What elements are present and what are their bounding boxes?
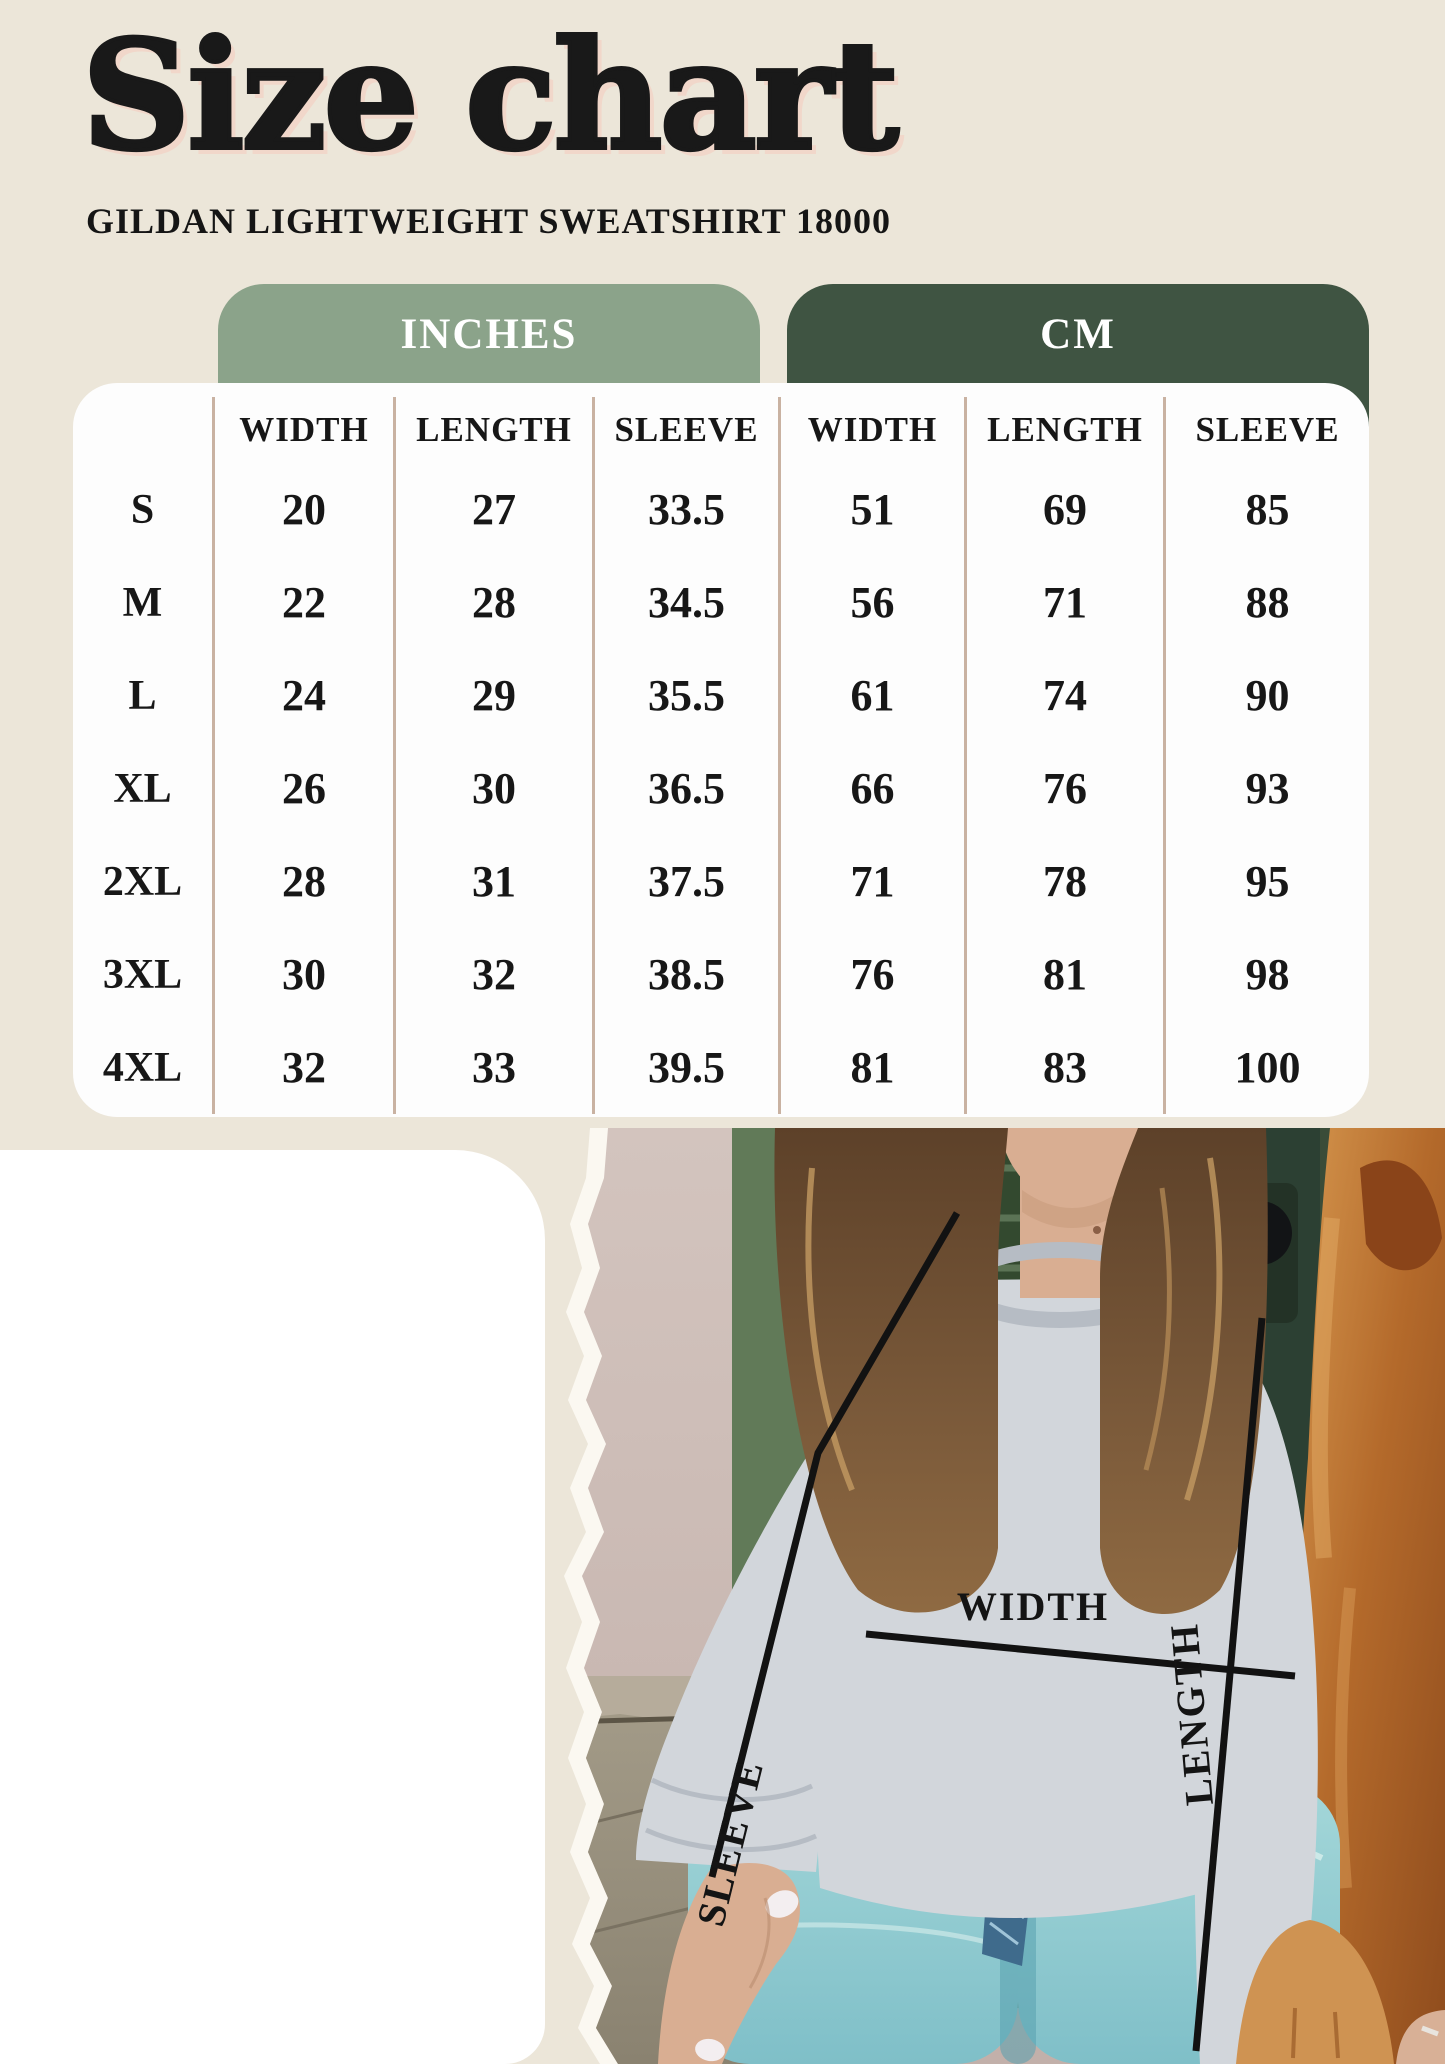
value-cell: 35.5 bbox=[592, 649, 778, 742]
value-cell: 27 bbox=[393, 463, 592, 556]
measurement-photo: WIDTH SLEEVE LENGTH bbox=[564, 1128, 1445, 2064]
value-cell: 78 bbox=[964, 835, 1163, 928]
size-cell: L bbox=[128, 672, 157, 719]
size-cell: 2XL bbox=[102, 858, 183, 905]
column-header: LENGTH bbox=[964, 397, 1163, 463]
value-cell: 32 bbox=[393, 928, 592, 1021]
value-cell: 33.5 bbox=[592, 463, 778, 556]
value-cell: 38.5 bbox=[592, 928, 778, 1021]
column-header: LENGTH bbox=[393, 397, 592, 463]
value-cell: 51 bbox=[778, 463, 964, 556]
value-cell: 76 bbox=[964, 742, 1163, 835]
value-cell: 61 bbox=[778, 649, 964, 742]
size-cell: M bbox=[122, 579, 163, 626]
cm-unit-label: CM bbox=[1040, 311, 1116, 358]
column-header: WIDTH bbox=[212, 397, 393, 463]
value-cell: 95 bbox=[1163, 835, 1369, 928]
value-cell: 56 bbox=[778, 556, 964, 649]
value-cell: 22 bbox=[212, 556, 393, 649]
value-cell: 33 bbox=[393, 1021, 592, 1114]
value-cell: 90 bbox=[1163, 649, 1369, 742]
value-cell: 20 bbox=[212, 463, 393, 556]
value-cell: 81 bbox=[964, 928, 1163, 1021]
value-cell: 39.5 bbox=[592, 1021, 778, 1114]
value-cell: 36.5 bbox=[592, 742, 778, 835]
value-cell: 31 bbox=[393, 835, 592, 928]
value-cell: 37.5 bbox=[592, 835, 778, 928]
dog-paw bbox=[1236, 1920, 1394, 2064]
value-cell: 66 bbox=[778, 742, 964, 835]
value-cell: 32 bbox=[212, 1021, 393, 1114]
value-cell: 83 bbox=[964, 1021, 1163, 1114]
color-swatch-panel: SPORT GRAY DARK HEATHER FOREST GREEN MAR… bbox=[0, 1150, 545, 2064]
value-cell: 69 bbox=[964, 463, 1163, 556]
left-hand bbox=[658, 1863, 800, 2064]
inches-unit-label: INCHES bbox=[400, 311, 578, 358]
hand-with-rings bbox=[1396, 2010, 1445, 2064]
photo-illustration: WIDTH SLEEVE LENGTH bbox=[564, 1128, 1445, 2064]
value-cell: 28 bbox=[212, 835, 393, 928]
value-cell: 29 bbox=[393, 649, 592, 742]
size-table: WIDTH LENGTH SLEEVE WIDTH LENGTH SLEEVE … bbox=[73, 397, 1369, 1114]
page-subtitle: GILDAN LIGHTWEIGHT SWEATSHIRT 18000 bbox=[86, 201, 891, 241]
hair bbox=[774, 1128, 1268, 1614]
value-cell: 76 bbox=[778, 928, 964, 1021]
value-cell: 26 bbox=[212, 742, 393, 835]
value-cell: 74 bbox=[964, 649, 1163, 742]
size-cell: XL bbox=[113, 765, 172, 812]
width-label: WIDTH bbox=[957, 1584, 1109, 1629]
value-cell: 81 bbox=[778, 1021, 964, 1114]
corner-cell bbox=[73, 397, 212, 463]
size-cell: S bbox=[130, 486, 155, 533]
column-header: SLEEVE bbox=[1163, 397, 1369, 463]
value-cell: 28 bbox=[393, 556, 592, 649]
size-table-card: WIDTH LENGTH SLEEVE WIDTH LENGTH SLEEVE … bbox=[73, 383, 1369, 1117]
value-cell: 34.5 bbox=[592, 556, 778, 649]
size-cell: 4XL bbox=[102, 1044, 183, 1091]
value-cell: 71 bbox=[778, 835, 964, 928]
column-header: WIDTH bbox=[778, 397, 964, 463]
value-cell: 88 bbox=[1163, 556, 1369, 649]
value-cell: 98 bbox=[1163, 928, 1369, 1021]
size-cell: 3XL bbox=[102, 951, 183, 998]
sleeve-line bbox=[708, 1211, 961, 1878]
value-cell: 85 bbox=[1163, 463, 1369, 556]
value-cell: 93 bbox=[1163, 742, 1369, 835]
value-cell: 71 bbox=[964, 556, 1163, 649]
length-line bbox=[1192, 1317, 1266, 2052]
value-cell: 100 bbox=[1163, 1021, 1369, 1114]
value-cell: 24 bbox=[212, 649, 393, 742]
value-cell: 30 bbox=[212, 928, 393, 1021]
value-cell: 30 bbox=[393, 742, 592, 835]
column-header: SLEEVE bbox=[592, 397, 778, 463]
page-title: Size chart bbox=[80, 6, 901, 186]
width-line bbox=[865, 1630, 1296, 1680]
